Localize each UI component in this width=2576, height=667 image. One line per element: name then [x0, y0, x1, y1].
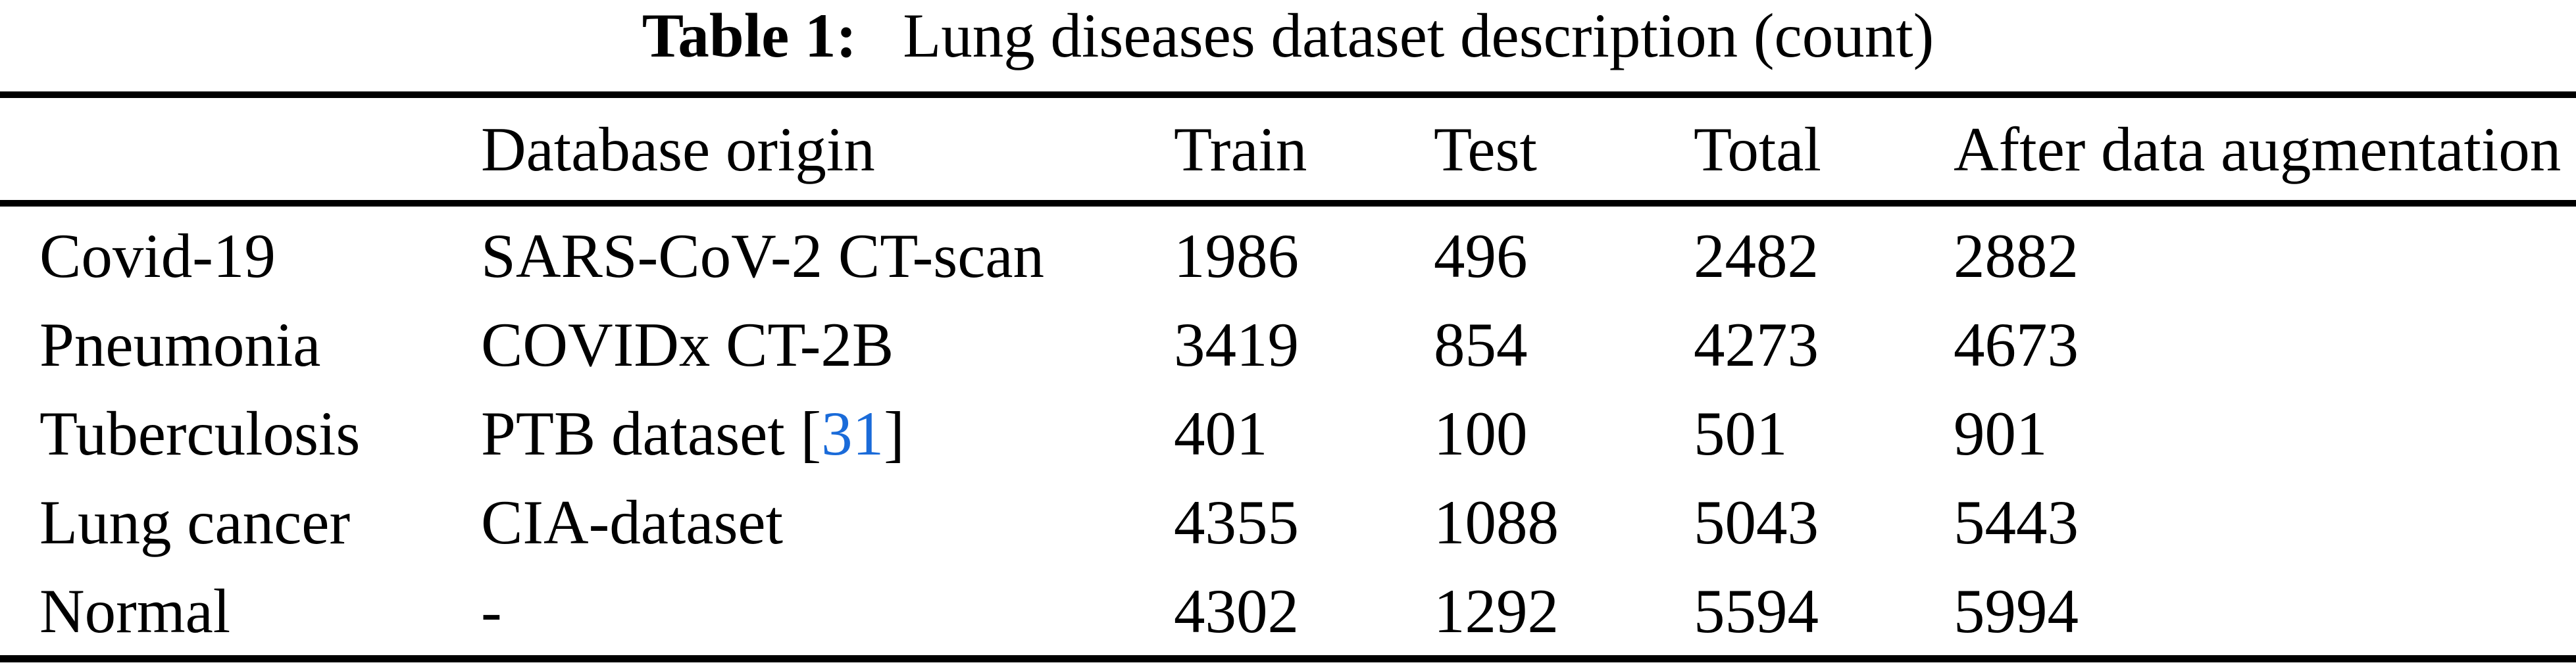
- augmented-cell: 5994: [1954, 576, 2079, 646]
- header-test: Test: [1434, 114, 1537, 184]
- train-cell: 401: [1174, 398, 1268, 468]
- table-top-rule: [0, 91, 2576, 98]
- origin-cell: SARS-CoV-2 CT-scan: [481, 221, 1045, 291]
- origin-cell: COVIDx CT-2B: [481, 310, 894, 380]
- augmented-cell: 901: [1954, 398, 2048, 468]
- total-cell: 4273: [1694, 310, 1819, 380]
- header-database-origin: Database origin: [481, 114, 875, 184]
- disease-cell: Normal: [39, 576, 231, 646]
- table-caption-text: Lung diseases dataset description (count…: [903, 1, 1934, 70]
- train-cell: 4302: [1174, 576, 1299, 646]
- citation-close-bracket: ]: [884, 398, 905, 468]
- test-cell: 496: [1434, 221, 1528, 291]
- total-cell: 5043: [1694, 487, 1819, 557]
- augmented-cell: 2882: [1954, 221, 2079, 291]
- augmented-cell: 5443: [1954, 487, 2079, 557]
- disease-cell: Pneumonia: [39, 310, 321, 380]
- total-cell: 5594: [1694, 576, 1819, 646]
- table-bottom-rule: [0, 655, 2576, 662]
- total-cell: 2482: [1694, 221, 1819, 291]
- train-cell: 3419: [1174, 310, 1299, 380]
- test-cell: 1088: [1434, 487, 1559, 557]
- origin-cell: -: [481, 576, 502, 646]
- disease-cell: Covid-19: [39, 221, 276, 291]
- header-total: Total: [1694, 114, 1821, 184]
- augmented-cell: 4673: [1954, 310, 2079, 380]
- citation-open-bracket: [: [784, 398, 822, 468]
- test-cell: 854: [1434, 310, 1528, 380]
- table-mid-rule: [0, 200, 2576, 207]
- header-after-data-augmentation: After data augmentation: [1954, 114, 2562, 184]
- train-cell: 1986: [1174, 221, 1299, 291]
- test-cell: 1292: [1434, 576, 1559, 646]
- table-caption: Table 1: Lung diseases dataset descriptio…: [0, 0, 2576, 71]
- header-train: Train: [1174, 114, 1307, 184]
- disease-cell: Lung cancer: [39, 487, 351, 557]
- train-cell: 4355: [1174, 487, 1299, 557]
- test-cell: 100: [1434, 398, 1528, 468]
- citation-link[interactable]: 31: [821, 398, 884, 468]
- disease-cell: Tuberculosis: [39, 398, 361, 468]
- total-cell: 501: [1694, 398, 1788, 468]
- table-header-row: Database origin Train Test Total After d…: [0, 98, 2576, 200]
- table-body: Covid-19 SARS-CoV-2 CT-scan 1986 496 248…: [0, 207, 2576, 655]
- origin-text: PTB dataset: [481, 398, 785, 468]
- table-caption-label: Table 1:: [642, 1, 857, 70]
- origin-cell: PTB dataset [31]: [481, 397, 1174, 470]
- origin-cell: CIA-dataset: [481, 487, 783, 557]
